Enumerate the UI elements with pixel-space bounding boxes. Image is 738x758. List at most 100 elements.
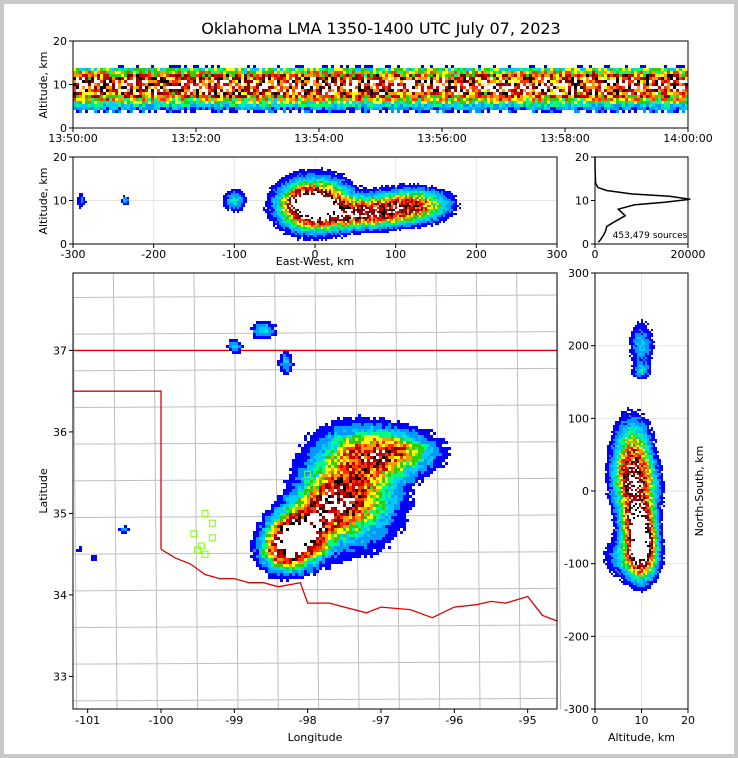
source-density-cell — [439, 92, 442, 95]
source-density-cell — [313, 95, 316, 98]
source-density-cell — [91, 104, 94, 107]
source-density-cell — [343, 219, 345, 221]
source-density-cell — [341, 213, 343, 215]
source-density-cell — [337, 189, 339, 191]
source-density-cell — [277, 189, 279, 191]
source-density-cell — [323, 235, 325, 237]
source-density-cell — [166, 68, 169, 71]
source-density-cell — [346, 107, 349, 110]
source-density-cell — [94, 107, 97, 110]
source-density-cell — [589, 77, 592, 80]
source-density-cell — [658, 101, 661, 104]
source-density-cell — [187, 89, 190, 92]
source-density-cell — [409, 104, 412, 107]
source-density-cell — [142, 89, 145, 92]
source-density-cell — [79, 195, 81, 197]
source-density-cell — [329, 209, 331, 211]
source-density-cell — [502, 89, 505, 92]
source-density-cell — [169, 83, 172, 86]
source-density-cell — [301, 175, 303, 177]
source-density-cell — [505, 104, 508, 107]
source-density-cell — [436, 92, 439, 95]
source-density-cell — [232, 86, 235, 89]
source-density-cell — [337, 193, 339, 195]
source-density-cell — [331, 104, 334, 107]
source-density-cell — [317, 183, 319, 185]
source-density-cell — [383, 229, 385, 231]
source-density-cell — [76, 74, 79, 77]
source-density-cell — [283, 80, 286, 83]
source-density-cell — [347, 213, 349, 215]
source-density-cell — [511, 77, 514, 80]
source-density-cell — [286, 83, 289, 86]
source-density-cell — [433, 89, 436, 92]
source-density-cell — [433, 68, 436, 71]
source-density-cell — [595, 74, 598, 77]
source-density-cell — [275, 211, 277, 213]
source-density-cell — [502, 98, 505, 101]
source-density-cell — [289, 225, 291, 227]
source-density-cell — [628, 68, 631, 71]
source-density-cell — [346, 104, 349, 107]
source-density-cell — [466, 98, 469, 101]
source-density-cell — [448, 71, 451, 74]
source-density-cell — [279, 203, 281, 205]
source-density-cell — [389, 219, 391, 221]
source-density-cell — [493, 89, 496, 92]
source-density-cell — [311, 235, 313, 237]
source-density-cell — [286, 71, 289, 74]
source-density-cell — [454, 83, 457, 86]
source-density-cell — [205, 80, 208, 83]
source-density-cell — [481, 71, 484, 74]
source-density-cell — [256, 83, 259, 86]
source-density-cell — [166, 89, 169, 92]
source-density-cell — [304, 77, 307, 80]
source-density-cell — [347, 225, 349, 227]
source-density-cell — [628, 74, 631, 77]
source-density-cell — [424, 110, 427, 113]
source-density-cell — [577, 98, 580, 101]
source-density-cell — [580, 86, 583, 89]
source-density-cell — [154, 86, 157, 89]
source-density-cell — [400, 107, 403, 110]
source-density-cell — [643, 86, 646, 89]
source-density-cell — [333, 177, 335, 179]
source-density-cell — [343, 80, 346, 83]
source-density-cell — [325, 219, 327, 221]
source-density-cell — [490, 98, 493, 101]
source-density-cell — [97, 98, 100, 101]
source-density-cell — [377, 213, 379, 215]
source-density-cell — [295, 191, 297, 193]
source-density-cell — [321, 211, 323, 213]
source-density-cell — [103, 80, 106, 83]
source-density-cell — [463, 68, 466, 71]
source-density-cell — [217, 104, 220, 107]
source-density-cell — [313, 179, 315, 181]
source-density-cell — [223, 71, 226, 74]
source-density-cell — [622, 104, 625, 107]
source-density-cell — [112, 107, 115, 110]
source-density-cell — [277, 104, 280, 107]
source-density-cell — [598, 74, 601, 77]
source-density-cell — [343, 195, 345, 197]
source-density-cell — [292, 104, 295, 107]
source-density-cell — [359, 215, 361, 217]
source-density-cell — [220, 80, 223, 83]
source-density-cell — [421, 71, 424, 74]
source-density-cell — [193, 89, 196, 92]
source-density-cell — [299, 219, 301, 221]
source-density-cell — [331, 65, 334, 68]
source-density-cell — [394, 77, 397, 80]
source-density-cell — [643, 101, 646, 104]
source-density-cell — [220, 86, 223, 89]
source-density-cell — [280, 71, 283, 74]
source-density-cell — [321, 217, 323, 219]
source-density-cell — [373, 195, 375, 197]
source-density-cell — [580, 89, 583, 92]
source-density-cell — [580, 92, 583, 95]
source-density-cell — [389, 215, 391, 217]
source-density-cell — [244, 83, 247, 86]
source-density-cell — [315, 193, 317, 195]
source-density-cell — [193, 74, 196, 77]
source-density-cell — [351, 229, 353, 231]
